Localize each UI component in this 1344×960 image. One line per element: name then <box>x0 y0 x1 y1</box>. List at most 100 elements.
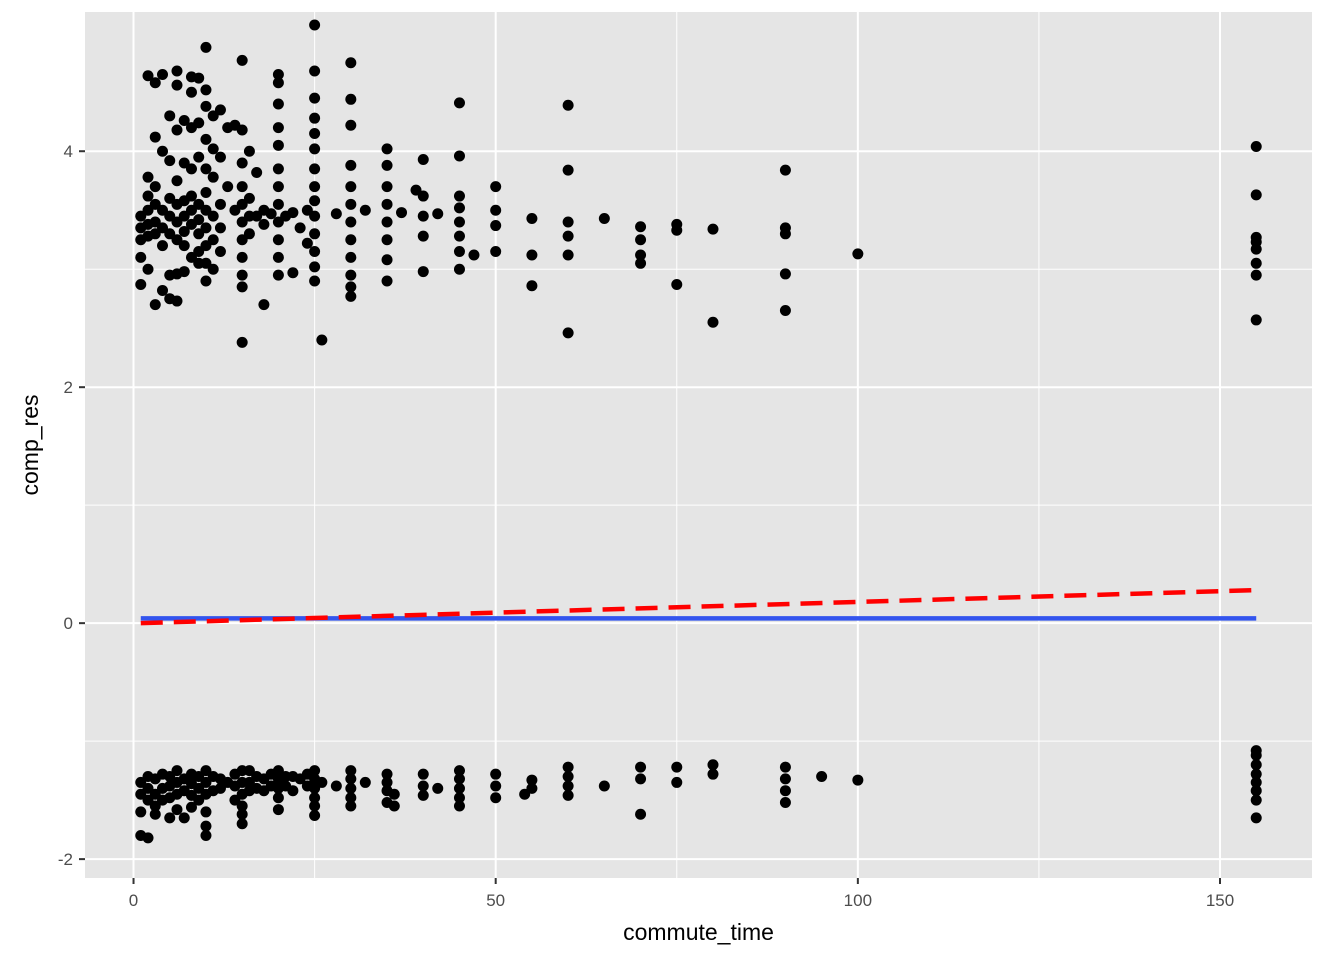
data-point <box>453 230 465 242</box>
data-point <box>272 122 284 134</box>
data-point <box>236 800 248 812</box>
data-point <box>149 181 161 193</box>
data-point <box>200 41 212 53</box>
y-tick-label: 2 <box>64 378 73 397</box>
data-point <box>164 110 176 122</box>
data-point <box>453 792 465 804</box>
data-point <box>490 204 502 216</box>
x-tick-label: 0 <box>129 891 138 910</box>
data-point <box>345 119 357 131</box>
data-point <box>1250 794 1262 806</box>
data-point <box>164 155 176 167</box>
data-point <box>272 98 284 110</box>
data-point <box>236 54 248 66</box>
data-point <box>453 216 465 228</box>
data-point <box>671 224 683 236</box>
data-point <box>207 234 219 246</box>
data-point <box>236 124 248 136</box>
data-point <box>309 181 321 193</box>
x-axis: 0 50 100 150 <box>129 878 1234 910</box>
data-point <box>193 72 205 84</box>
data-point <box>345 290 357 302</box>
x-tick-label: 100 <box>844 891 872 910</box>
data-point <box>309 163 321 175</box>
data-point <box>345 181 357 193</box>
data-point <box>526 249 538 261</box>
data-point <box>1250 776 1262 788</box>
data-point <box>526 280 538 292</box>
data-point <box>207 143 219 155</box>
data-point <box>149 808 161 820</box>
data-point <box>345 159 357 171</box>
data-point <box>490 792 502 804</box>
data-point <box>1250 269 1262 281</box>
data-point <box>243 192 255 204</box>
data-point <box>272 198 284 210</box>
data-point <box>417 789 429 801</box>
data-point <box>381 275 393 287</box>
data-point <box>779 785 791 797</box>
data-point <box>272 251 284 263</box>
data-point <box>272 804 284 816</box>
data-point <box>243 145 255 157</box>
fit-lines <box>140 587 1257 626</box>
data-point <box>381 234 393 246</box>
data-point <box>309 65 321 77</box>
data-point <box>272 792 284 804</box>
data-point <box>707 316 719 328</box>
data-point <box>236 181 248 193</box>
y-tick-label: 0 <box>64 614 73 633</box>
data-point <box>157 69 169 81</box>
data-point <box>381 216 393 228</box>
data-point <box>272 234 284 246</box>
data-point <box>171 124 183 136</box>
data-point <box>178 115 190 127</box>
data-point <box>272 69 284 81</box>
data-point <box>490 780 502 792</box>
data-point <box>345 269 357 281</box>
data-point <box>562 771 574 783</box>
data-point <box>243 228 255 240</box>
data-point <box>598 780 610 792</box>
data-point <box>635 761 647 773</box>
data-point <box>453 97 465 109</box>
data-point <box>309 765 321 777</box>
data-point <box>236 336 248 348</box>
data-point <box>453 782 465 794</box>
data-point <box>562 216 574 228</box>
data-point <box>287 207 299 219</box>
data-point <box>207 263 219 275</box>
data-point <box>852 774 864 786</box>
data-point <box>779 164 791 176</box>
data-point <box>316 776 328 788</box>
data-point <box>200 820 212 832</box>
data-point <box>598 212 610 224</box>
data-point <box>345 800 357 812</box>
data-point <box>779 761 791 773</box>
data-point <box>345 57 357 69</box>
data-point <box>178 225 190 237</box>
data-point <box>309 792 321 804</box>
x-tick-label: 150 <box>1206 891 1234 910</box>
data-point <box>200 84 212 96</box>
data-point <box>157 240 169 252</box>
data-point <box>671 761 683 773</box>
data-point <box>200 830 212 842</box>
data-point <box>207 210 219 222</box>
data-point <box>222 181 234 193</box>
data-point <box>171 79 183 91</box>
data-point <box>1250 785 1262 797</box>
data-point <box>453 765 465 777</box>
data-point <box>635 221 647 233</box>
data-point <box>562 761 574 773</box>
data-point <box>309 143 321 155</box>
data-point <box>142 832 154 844</box>
data-point <box>562 164 574 176</box>
data-point <box>562 327 574 339</box>
data-point <box>388 788 400 800</box>
data-point <box>214 151 226 163</box>
data-point <box>309 275 321 287</box>
data-point <box>432 782 444 794</box>
data-point <box>417 153 429 165</box>
